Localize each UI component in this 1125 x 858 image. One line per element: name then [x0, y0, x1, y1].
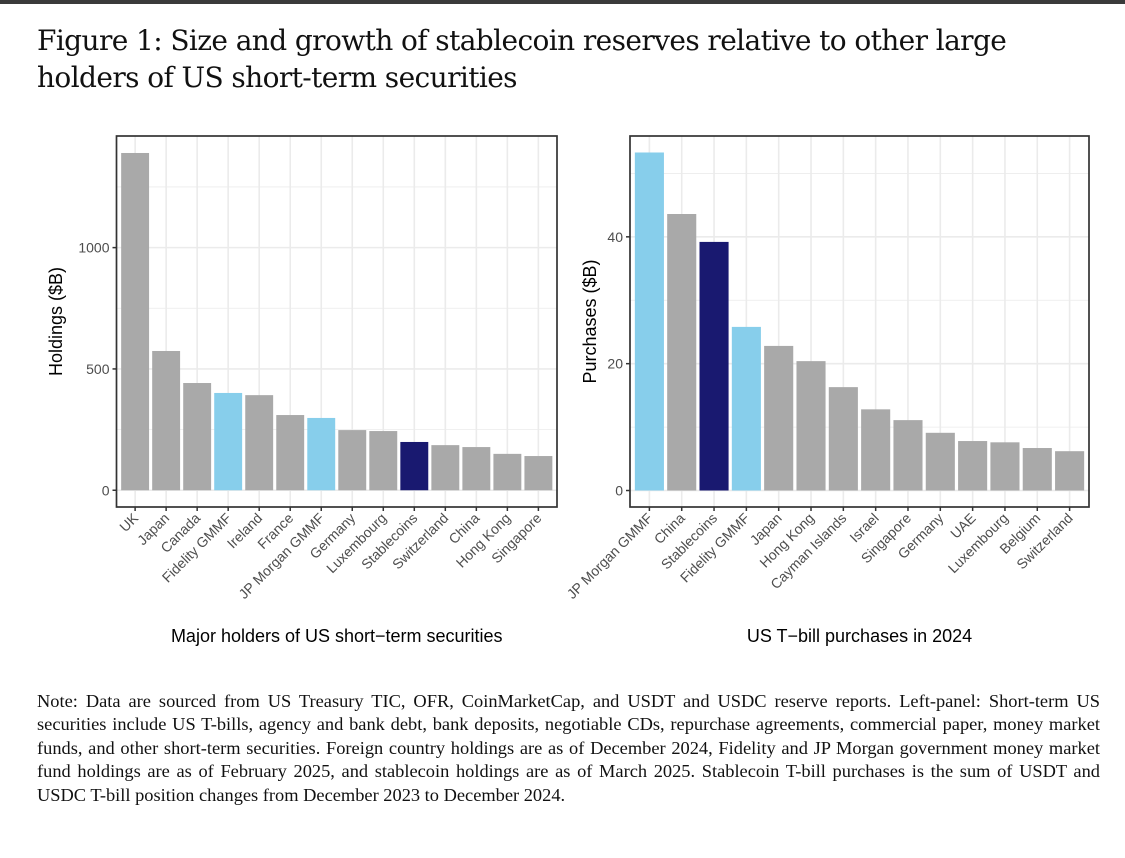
bar-germany [338, 430, 367, 491]
bar-luxembourg [990, 442, 1020, 491]
panel-border [629, 135, 1090, 508]
y-tick-label: 40 [607, 229, 623, 245]
bar-jp-morgan-gmmf [307, 417, 336, 491]
y-tick-label: 0 [102, 482, 110, 498]
bar-singapore [893, 420, 923, 491]
bar-ireland [245, 395, 274, 491]
x-tick-label: JP Morgan GMMF [564, 510, 656, 602]
plot-panel [116, 136, 557, 507]
bar-fidelity-gmmf [214, 392, 243, 491]
x-axis-title: Major holders of US short−term securitie… [171, 626, 503, 646]
bar-belgium [1022, 448, 1052, 491]
bar-japan [764, 345, 794, 491]
plot-panel [630, 136, 1089, 507]
bar-china [667, 214, 697, 491]
panel-border [115, 135, 558, 508]
y-tick-label: 0 [615, 483, 623, 499]
bar-stablecoins [699, 241, 729, 491]
bar-cayman-islands [828, 387, 858, 491]
bar-hong-kong [493, 453, 522, 491]
bar-luxembourg [369, 431, 398, 491]
figure-note: Note: Data are sourced from US Treasury … [37, 691, 1100, 805]
y-axis-title: Holdings ($B) [46, 267, 66, 376]
top-border-bar [0, 0, 1125, 4]
x-tick-label: UK [116, 509, 142, 535]
x-axis-title: US T−bill purchases in 2024 [747, 626, 972, 646]
figure-title: Figure 1: Size and growth of stablecoin … [37, 24, 1007, 94]
bar-switzerland [431, 445, 460, 491]
bar-jp-morgan-gmmf [634, 152, 664, 491]
bar-stablecoins [400, 441, 429, 491]
bar-fidelity-gmmf [731, 326, 761, 491]
y-axis-title: Purchases ($B) [580, 259, 600, 383]
bar-japan [152, 350, 181, 491]
bar-switzerland [1055, 451, 1085, 491]
bar-singapore [524, 456, 553, 491]
bar-china [462, 447, 491, 491]
bar-uae [958, 441, 988, 491]
bar-canada [183, 383, 212, 491]
y-tick-label: 500 [86, 361, 110, 377]
bar-israel [861, 409, 891, 491]
y-tick-label: 20 [607, 356, 623, 372]
y-tick-label: 1000 [78, 240, 109, 256]
bar-germany [925, 432, 955, 491]
bar-hong-kong [796, 361, 826, 491]
bar-france [276, 415, 305, 491]
bar-uk [121, 152, 150, 491]
